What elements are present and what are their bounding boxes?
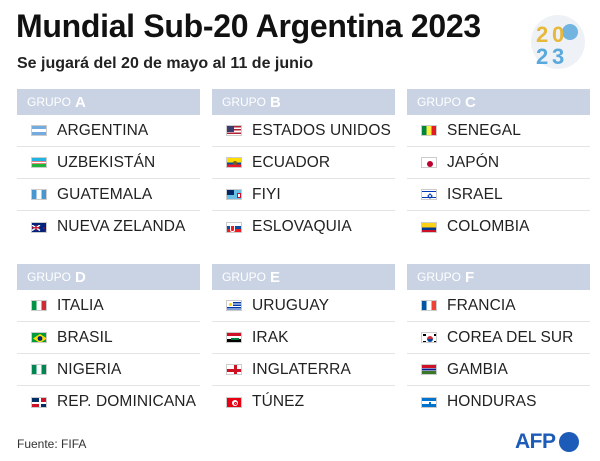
team-row: ESTADOS UNIDOS [212,115,395,147]
logo-digit: 3 [552,44,564,69]
team-row: NUEVA ZELANDA [17,211,200,243]
afp-logo: AFP [515,430,579,454]
team-row: UZBEKISTÁN [17,147,200,179]
tournament-logo-icon: 2 0 2 3 [531,15,585,69]
senegal-flag-icon [421,125,437,136]
dominican-republic-flag-icon [31,396,47,408]
england-flag-icon [226,364,242,375]
team-row: TÚNEZ [212,386,395,418]
group-header: GRUPO D [17,264,200,290]
page-subtitle: Se jugará del 20 de mayo al 11 de junio [17,55,314,72]
team-row: ECUADOR [212,147,395,179]
gambia-flag-icon [421,364,437,375]
nigeria-flag-icon [31,364,47,375]
uruguay-flag-icon [226,300,242,311]
team-row: ESLOVAQUIA [212,211,395,243]
tunisia-flag-icon [226,396,242,408]
group-header: GRUPO C [407,89,590,115]
israel-flag-icon [421,189,437,200]
italy-flag-icon [31,300,47,311]
team-row: INGLATERRA [212,354,395,386]
guatemala-flag-icon [31,189,47,200]
team-row: IRAK [212,322,395,354]
afp-dot-icon [558,432,579,452]
group-header: GRUPO E [212,264,395,290]
group-e: GRUPO E URUGUAY IRAK INGLATERRA TÚNEZ [212,264,395,418]
logo-digit: 0 [552,22,564,47]
team-row: HONDURAS [407,386,590,418]
team-row: NIGERIA [17,354,200,386]
fiji-flag-icon [226,189,242,200]
ecuador-flag-icon [226,157,242,168]
team-row: FRANCIA [407,290,590,322]
team-row: BRASIL [17,322,200,354]
usa-flag-icon [226,125,242,136]
south-korea-flag-icon [421,332,437,343]
japan-flag-icon [421,157,437,168]
new-zealand-flag-icon [31,221,47,233]
group-c: GRUPO C SENEGAL JAPÓN ISRAEL COLOMBIA [407,89,590,243]
brazil-flag-icon [31,332,47,343]
team-row: FIYI [212,179,395,211]
group-header: GRUPO F [407,264,590,290]
team-row: ITALIA [17,290,200,322]
logo-digit: 2 [536,22,548,47]
team-row: JAPÓN [407,147,590,179]
team-row: GUATEMALA [17,179,200,211]
argentina-flag-icon [31,125,47,136]
team-row: URUGUAY [212,290,395,322]
afp-wordmark: AFP [515,430,556,453]
team-row: COREA DEL SUR [407,322,590,354]
iraq-flag-icon [226,332,242,343]
group-d: GRUPO D ITALIA BRASIL NIGERIA REP. DOMINI… [17,264,200,418]
team-row: GAMBIA [407,354,590,386]
group-header: GRUPO A [17,89,200,115]
honduras-flag-icon [421,396,437,408]
colombia-flag-icon [421,221,437,233]
uzbekistan-flag-icon [31,157,47,168]
france-flag-icon [421,300,437,311]
team-row: COLOMBIA [407,211,590,243]
logo-digit: 2 [536,44,548,69]
group-a: GRUPO A ARGENTINA UZBEKISTÁN GUATEMALA NU… [17,89,200,243]
team-row: ISRAEL [407,179,590,211]
group-header: GRUPO B [212,89,395,115]
team-row: SENEGAL [407,115,590,147]
slovakia-flag-icon [226,221,242,233]
team-row: REP. DOMINICANA [17,386,200,418]
group-f: GRUPO F FRANCIA COREA DEL SUR GAMBIA HOND… [407,264,590,418]
source-note: Fuente: FIFA [17,437,87,451]
group-b: GRUPO B ESTADOS UNIDOS ECUADOR FIYI ESLOV… [212,89,395,243]
team-row: ARGENTINA [17,115,200,147]
page-title: Mundial Sub-20 Argentina 2023 [16,8,481,44]
